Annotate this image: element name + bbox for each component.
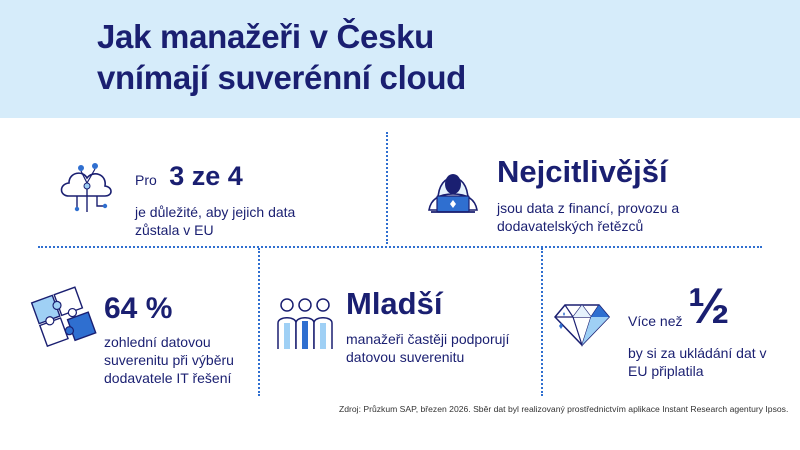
sovereignty-text-2: suverenitu při výběru bbox=[104, 352, 234, 368]
divider-bottom-left bbox=[258, 248, 260, 396]
sovereignty-text-3: dodavatele IT řešení bbox=[104, 370, 232, 386]
half-prefix: Více než bbox=[628, 313, 683, 329]
eu-data-text-2: zůstala v EU bbox=[135, 222, 214, 238]
diamond-icon bbox=[553, 303, 611, 347]
younger-text: manažeři častěji podporují datovou suver… bbox=[346, 330, 509, 366]
sensitive-text-2: dodavatelských řetězců bbox=[497, 218, 644, 234]
half-text-2: EU připlatila bbox=[628, 363, 704, 379]
eu-data-highlight: 3 ze 4 bbox=[169, 161, 243, 191]
eu-data-headline: Pro 3 ze 4 bbox=[135, 161, 243, 192]
title-line-2: vnímají suverénní cloud bbox=[97, 59, 467, 96]
younger-highlight: Mladší bbox=[346, 286, 443, 321]
divider-horizontal bbox=[38, 246, 762, 248]
eu-data-text: je důležité, aby jejich data zůstala v E… bbox=[135, 203, 295, 239]
title-line-1: Jak manažeři v Česku bbox=[97, 18, 435, 55]
sensitive-text: jsou data z financí, provozu a dodavatel… bbox=[497, 199, 679, 235]
cloud-network-icon bbox=[55, 162, 119, 214]
divider-bottom-right bbox=[541, 248, 543, 396]
sovereignty-text-1: zohlední datovou bbox=[104, 334, 211, 350]
eu-data-prefix: Pro bbox=[135, 172, 157, 188]
sensitive-text-1: jsou data z financí, provozu a bbox=[497, 200, 680, 216]
younger-text-2: datovou suverenitu bbox=[346, 349, 465, 365]
sovereignty-highlight: 64 % bbox=[104, 292, 173, 325]
source-note: Zdroj: Průzkum SAP, březen 2026. Sběr da… bbox=[339, 404, 789, 414]
sovereignty-text: zohlední datovou suverenitu při výběru d… bbox=[104, 333, 234, 387]
people-group-icon bbox=[273, 295, 337, 351]
header-banner bbox=[0, 0, 800, 118]
puzzle-icon bbox=[28, 285, 98, 348]
half-highlight: ½ bbox=[688, 278, 730, 334]
half-text-1: by si za ukládání dat v bbox=[628, 345, 767, 361]
younger-text-1: manažeři častěji podporují bbox=[346, 331, 510, 347]
half-text: by si za ukládání dat v EU připlatila bbox=[628, 344, 767, 380]
page-title: Jak manažeři v Česku vnímají suverénní c… bbox=[97, 16, 757, 98]
sensitive-highlight: Nejcitlivější bbox=[497, 154, 668, 189]
hooded-hacker-laptop-icon bbox=[423, 160, 483, 216]
eu-data-text-1: je důležité, aby jejich data bbox=[135, 204, 296, 220]
divider-top-vertical bbox=[386, 132, 388, 244]
